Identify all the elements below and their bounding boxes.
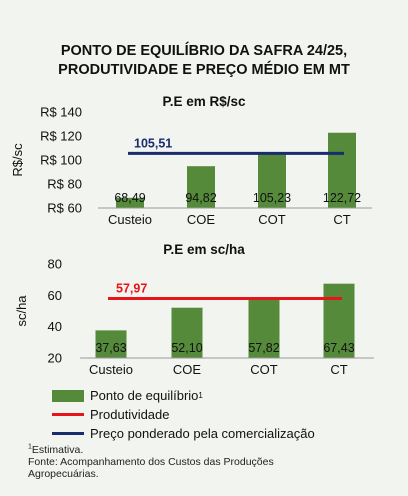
chart-title: P.E em sc/ha bbox=[163, 242, 245, 257]
category-label: COT bbox=[250, 362, 278, 377]
legend-label-ponto-equilibrio: Ponto de equilíbrio bbox=[90, 388, 199, 403]
data-label: 57,82 bbox=[248, 341, 279, 355]
data-label: 105,23 bbox=[253, 191, 291, 205]
legend: Ponto de equilíbrio 1 Produtividade Preço… bbox=[52, 386, 315, 443]
source-line-2: Agropecuárias. bbox=[28, 468, 99, 480]
legend-swatch-red-line bbox=[52, 413, 84, 416]
y-tick-label: 40 bbox=[48, 319, 62, 334]
figure-title-line1: PONTO DE EQUILÍBRIO DA SAFRA 24/25, bbox=[60, 43, 348, 59]
source-line-1: Fonte: Acompanhamento dos Custos das Pro… bbox=[28, 456, 274, 468]
bar-custeio bbox=[95, 330, 127, 358]
reference-line-label: 57,97 bbox=[116, 282, 147, 296]
legend-swatch-blue-line bbox=[52, 432, 84, 435]
data-label: 37,63 bbox=[95, 341, 126, 355]
bar-coe bbox=[171, 307, 203, 358]
data-label: 68,49 bbox=[114, 191, 145, 205]
category-label: Custeio bbox=[108, 212, 152, 227]
legend-label-preco: Preço ponderado pela comercialização bbox=[90, 426, 315, 441]
legend-swatch-bar bbox=[52, 389, 84, 402]
y-axis-label: R$/sc bbox=[10, 143, 25, 177]
y-tick-label: 20 bbox=[48, 351, 62, 366]
legend-item-preco: Preço ponderado pela comercialização bbox=[52, 424, 315, 443]
data-label: 67,43 bbox=[323, 341, 354, 355]
data-label: 122,72 bbox=[323, 191, 361, 205]
category-label: COT bbox=[258, 212, 286, 227]
figure-title: PONTO DE EQUILÍBRIO DA SAFRA 24/25, PROD… bbox=[0, 42, 408, 80]
category-label: COE bbox=[173, 362, 202, 377]
y-axis-label: sc/ha bbox=[14, 295, 29, 327]
y-tick-label: R$ 120 bbox=[40, 129, 82, 144]
y-tick-label: R$ 140 bbox=[40, 105, 82, 120]
legend-item-ponto-equilibrio: Ponto de equilíbrio 1 bbox=[52, 386, 315, 405]
y-tick-label: 80 bbox=[48, 257, 62, 272]
bar-custeio bbox=[116, 197, 144, 208]
category-label: Custeio bbox=[89, 362, 133, 377]
y-tick-label: R$ 100 bbox=[40, 153, 82, 168]
footnotes: 1Estimativa. Fonte: Acompanhamento dos C… bbox=[28, 443, 274, 481]
figure-title-line2: PRODUTIVIDADE E PREÇO MÉDIO EM MT bbox=[58, 62, 350, 78]
y-tick-label: R$ 80 bbox=[47, 177, 82, 192]
category-label: CT bbox=[333, 212, 350, 227]
bar-cot bbox=[248, 298, 280, 358]
bar-coe bbox=[187, 166, 215, 208]
chart-pe-rs-sc: P.E em R$/sc R$/sc R$ 60 R$ 80 R$ 100 R$ 120 R… bbox=[10, 94, 372, 227]
data-label: 52,10 bbox=[171, 341, 202, 355]
y-tick-label: 60 bbox=[48, 288, 62, 303]
bar-cot bbox=[258, 153, 286, 208]
chart-pe-sc-ha: P.E em sc/ha sc/ha 20 40 60 80 37,63 Custeio 52,… bbox=[14, 242, 374, 377]
legend-item-produtividade: Produtividade bbox=[52, 405, 315, 424]
legend-label-produtividade: Produtividade bbox=[90, 407, 170, 422]
data-label: 94,82 bbox=[185, 191, 216, 205]
reference-line-label: 105,51 bbox=[134, 136, 172, 150]
chart-title: P.E em R$/sc bbox=[162, 94, 246, 109]
footnote-estimativa: 1Estimativa. bbox=[28, 443, 84, 457]
y-tick-label: R$ 60 bbox=[47, 201, 82, 216]
category-label: CT bbox=[330, 362, 347, 377]
category-label: COE bbox=[187, 212, 216, 227]
bar-ct bbox=[328, 132, 356, 208]
bar-ct bbox=[323, 283, 355, 358]
